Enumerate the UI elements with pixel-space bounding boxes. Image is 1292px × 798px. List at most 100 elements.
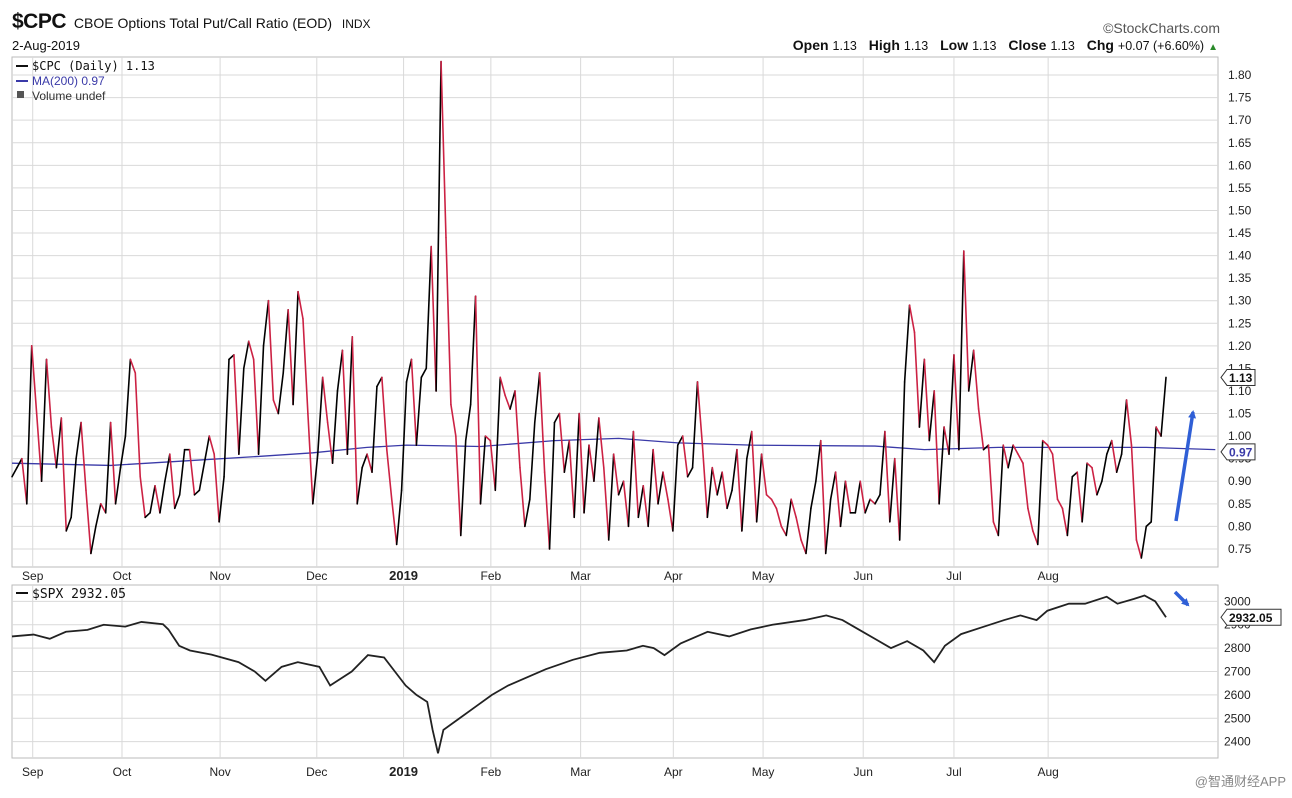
cpc-segment <box>750 430 758 523</box>
cpc-segment <box>90 525 97 555</box>
ma-value-tag-box <box>1220 443 1256 461</box>
cpc-segment <box>65 516 72 532</box>
cpc-segment <box>933 390 940 505</box>
cpc-segment <box>351 336 359 505</box>
cpc-segment <box>898 381 906 541</box>
spx-legend-entry: $SPX 2932.05 <box>32 587 126 602</box>
cpc-segment <box>450 403 457 437</box>
lower-x-tick-label: Aug <box>1037 765 1058 779</box>
cpc-segment <box>1150 426 1157 523</box>
cpc-segment <box>292 290 299 406</box>
cpc-segment <box>716 471 723 496</box>
cpc-segment <box>519 466 526 528</box>
cpc-segment <box>1101 453 1108 483</box>
spx-last-value-tag-box <box>1220 608 1282 626</box>
cpc-segment <box>479 435 487 505</box>
cpc-segment <box>134 372 142 478</box>
upper-x-tick-label: Aug <box>1037 569 1058 583</box>
cpc-segment <box>1160 376 1167 437</box>
cpc-segment <box>543 471 551 550</box>
cpc-segment <box>415 376 423 446</box>
cpc-segment <box>795 516 802 541</box>
upper-y-tick-label: 1.50 <box>1228 203 1252 217</box>
upper-x-tick-label: Nov <box>209 569 230 583</box>
cpc-segment <box>1096 480 1103 496</box>
cpc-segment <box>617 480 625 496</box>
cpc-segment <box>474 295 482 505</box>
cpc-segment <box>1140 525 1148 559</box>
high-value: 1.13 <box>903 39 929 53</box>
upper-y-tick-label: 1.55 <box>1228 181 1252 195</box>
cpc-segment <box>938 426 945 505</box>
cpc-segment <box>459 439 467 537</box>
cpc-segment <box>1041 439 1049 446</box>
cpc-segment <box>297 290 304 320</box>
cpc-segment <box>972 349 980 410</box>
legend-entry: Volume undef <box>32 89 106 103</box>
high-label: High <box>868 37 900 53</box>
cpc-segment <box>637 484 645 519</box>
lower-x-tick-label: Mar <box>570 765 591 779</box>
cpc-segment <box>272 399 280 415</box>
cpc-segment <box>854 480 862 514</box>
cpc-segment <box>169 453 176 510</box>
cpc-segment <box>1036 439 1044 546</box>
cpc-segment <box>652 448 659 505</box>
cpc-segment <box>583 444 590 514</box>
cpc-segment <box>75 421 82 460</box>
low-label: Low <box>940 37 969 53</box>
cpc-segment <box>721 471 728 510</box>
cpc-last-value-tag-text: 1.13 <box>1229 371 1253 385</box>
cpc-segment <box>923 358 931 442</box>
cpc-segment <box>390 498 398 546</box>
cpc-segment <box>287 308 294 406</box>
upper-x-tick-label: Jun <box>854 569 873 583</box>
cpc-segment <box>691 381 699 469</box>
cpc-segment <box>346 336 354 455</box>
open-label: Open <box>792 37 829 53</box>
cpc-segment <box>982 444 990 451</box>
close-label: Close <box>1008 37 1047 53</box>
cpc-segment <box>445 236 452 406</box>
cpc-segment <box>1106 439 1113 455</box>
cpc-segment <box>948 354 955 455</box>
exchange: INDX <box>341 17 371 31</box>
cpc-segment <box>395 489 403 546</box>
cpc-segment <box>558 412 566 474</box>
cpc-segment <box>50 426 58 469</box>
cpc-segment <box>45 358 53 428</box>
cpc-segment <box>242 340 250 370</box>
brand-logo[interactable]: ©StockCharts.com <box>1103 20 1220 36</box>
cpc-segment <box>1081 462 1088 523</box>
cpc-segment <box>642 484 649 528</box>
cpc-segment <box>997 444 1005 537</box>
upper-y-tick-label: 1.25 <box>1228 316 1252 330</box>
lower-y-tick-label: 2700 <box>1224 665 1251 679</box>
cpc-segment <box>178 448 186 496</box>
cpc-segment <box>267 299 275 401</box>
cpc-segment <box>361 453 368 469</box>
cpc-segment <box>1091 466 1098 496</box>
cpc-segment <box>657 471 664 505</box>
cpc-segment <box>99 503 107 514</box>
cpc-segment <box>741 457 748 532</box>
cpc-segment <box>109 421 117 505</box>
cpc-segment <box>755 453 763 523</box>
upper-y-tick-label: 1.75 <box>1228 91 1252 105</box>
cpc-segment <box>1046 444 1054 455</box>
cpc-segment <box>35 412 43 483</box>
cpc-segment <box>859 480 866 514</box>
cpc-segment <box>70 457 77 519</box>
lower-x-tick-label: Nov <box>209 765 230 779</box>
cpc-segment <box>312 453 319 505</box>
upper-x-tick-label: Sep <box>22 569 44 583</box>
cpc-segment <box>824 498 832 555</box>
cpc-segment <box>647 448 654 528</box>
cpc-segment <box>11 466 18 478</box>
cpc-segment <box>119 435 127 469</box>
cpc-segment <box>1130 444 1138 541</box>
cpc-segment <box>893 457 901 541</box>
cpc-segment <box>1110 439 1118 474</box>
cpc-segment <box>622 480 630 528</box>
cpc-segment <box>1027 507 1034 532</box>
